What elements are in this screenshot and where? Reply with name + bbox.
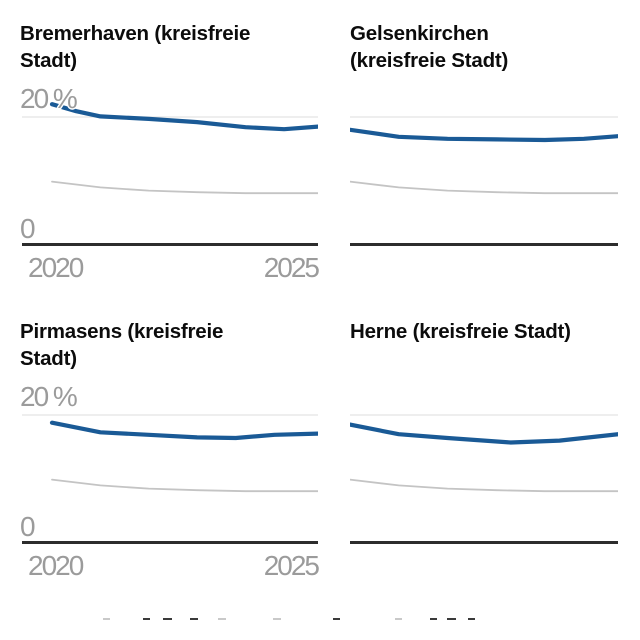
caption-fragment: [333, 618, 340, 620]
caption-fragment: [447, 618, 456, 620]
benchmark-line: [51, 180, 318, 195]
line-chart: [22, 102, 318, 246]
benchmark-line: [51, 478, 318, 493]
caption-fragment: [395, 618, 402, 620]
y-axis-max-label: 20 %: [20, 381, 78, 412]
y-axis-max-label: 20 %: [20, 83, 78, 114]
panel-title-line: (kreisfreie Stadt): [350, 48, 509, 72]
panel-title-line: Herne (kreisfreie Stadt): [350, 320, 571, 343]
x-axis-labels: 2020 2025: [28, 550, 320, 581]
x-axis-end-label: 2025: [263, 252, 320, 283]
line-chart: [350, 414, 618, 544]
line-chart: [350, 116, 618, 246]
y-axis-zero-label: 0: [20, 511, 36, 542]
caption-fragment: [218, 618, 226, 620]
region-line: [350, 422, 618, 445]
panel-title-line: Gelsenkirchen: [350, 22, 489, 45]
benchmark-line: [350, 180, 618, 195]
x-axis-labels: 2020 2025: [28, 252, 320, 283]
caption-fragment: [468, 618, 475, 620]
caption-fragment: [163, 618, 172, 620]
panel-title: Herne (kreisfreie Stadt): [350, 319, 571, 346]
panel-title-line: Stadt): [20, 48, 77, 72]
panel-title: Bremerhaven (kreisfreie Stadt): [20, 21, 250, 74]
benchmark-line: [350, 478, 618, 493]
x-axis-end-label: 2025: [263, 550, 320, 581]
caption-fragment: [103, 618, 110, 620]
cropped-caption-fragments: [0, 618, 640, 622]
panel-title: Gelsenkirchen (kreisfreie Stadt): [350, 21, 508, 74]
caption-fragment: [143, 618, 150, 620]
region-line: [49, 102, 318, 132]
x-axis-start-label: 2020: [28, 550, 84, 581]
panel-title-line: Pirmasens (kreisfreie: [20, 320, 224, 343]
chart-panel: Herne (kreisfreie Stadt): [350, 318, 618, 604]
panel-title-line: Bremerhaven (kreisfreie: [20, 22, 251, 45]
y-axis-zero-label: 0: [20, 213, 36, 244]
chart-panel: Gelsenkirchen (kreisfreie Stadt): [350, 20, 618, 306]
chart-panel: Pirmasens (kreisfreie Stadt) 20 % 0 2020 2025: [20, 318, 320, 604]
region-line: [49, 420, 318, 441]
caption-fragment: [190, 618, 198, 620]
panel-title-line: Stadt): [20, 346, 77, 370]
caption-fragment: [273, 618, 281, 620]
line-chart: [22, 414, 318, 544]
chart-panel: Bremerhaven (kreisfreie Stadt) 20 % 0 2020 20…: [20, 20, 320, 306]
panel-title: Pirmasens (kreisfreie Stadt): [20, 319, 223, 372]
caption-fragment: [430, 618, 437, 620]
x-axis-start-label: 2020: [28, 252, 84, 283]
region-line: [350, 127, 618, 143]
